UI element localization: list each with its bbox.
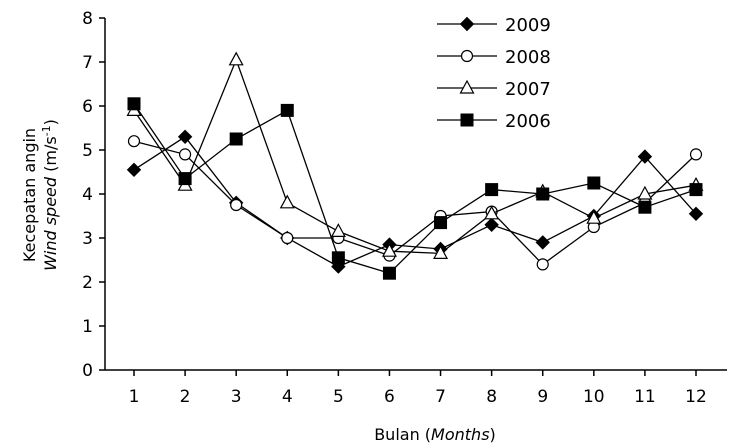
legend-marker-2007 [459,79,475,94]
legend-label-2009: 2009 [505,15,551,36]
point-2007-4 [279,194,295,209]
y-tick-label-0: 0 [82,361,93,381]
x-tick-label-4: 4 [282,387,293,407]
legend-label-2007: 2007 [505,79,551,100]
series-layer [126,51,704,280]
y-tick-label-4: 4 [82,185,93,205]
point-2009-8 [484,217,499,233]
point-2009-2 [177,129,193,145]
x-tick-label-8: 8 [486,387,497,407]
point-2007-6 [381,242,397,257]
legend-marker-2006 [460,113,474,127]
y-axis-title-line1: Kecepatan angin [20,128,39,262]
legend-item-2006: 2006 [437,111,551,132]
point-2009-11 [637,149,653,164]
legend-label-2006: 2006 [505,111,551,132]
x-tick-label-10: 10 [583,387,605,407]
x-axis-title: Bulan (Months) [374,425,496,444]
point-2006-12 [689,183,703,197]
point-2006-9 [536,187,550,201]
series-2007 [126,51,704,259]
point-2008-1 [127,135,141,148]
point-2006-1 [127,97,141,111]
y-tick-label-7: 7 [82,53,93,73]
y-tick-label-5: 5 [82,141,93,161]
legend-item-2008: 2008 [437,47,551,68]
x-tick-label-1: 1 [129,387,140,407]
y-axis-title-line2: Wind speed (m/s-1) [40,119,61,271]
point-2007-10 [586,209,602,224]
point-2006-7 [434,216,448,230]
y-tick-label-3: 3 [82,229,93,249]
point-2009-9 [535,235,550,250]
series-line-2008 [133,140,697,266]
point-2008-9 [536,258,549,271]
point-2006-10 [587,176,601,190]
legend-marker-2009 [459,16,475,32]
point-2007-3 [228,51,244,66]
y-tick-label-8: 8 [82,9,93,29]
point-2008-12 [689,148,703,161]
x-tick-label-2: 2 [180,387,191,407]
series-line-2009 [133,135,697,268]
x-tick-label-11: 11 [634,387,656,407]
point-2006-5 [331,251,345,265]
series-line-2007 [133,57,697,255]
point-2008-2 [178,148,192,161]
point-2009-1 [126,162,142,178]
point-2006-8 [485,183,499,197]
y-tick-label-2: 2 [82,273,93,293]
point-2006-2 [178,172,192,186]
point-2006-4 [280,103,294,117]
point-2007-7 [433,245,449,259]
y-tick-label-6: 6 [82,97,93,117]
legend: 2009 2008 2007 2006 [437,15,551,132]
series-line-2006 [133,103,697,274]
x-tick-label-9: 9 [537,387,548,407]
point-2006-6 [382,266,396,280]
series-2006 [127,97,703,280]
legend-label-2008: 2008 [505,47,551,68]
point-2006-11 [638,200,652,214]
y-tick-label-1: 1 [82,317,93,337]
point-2008-4 [281,231,294,245]
x-tick-label-12: 12 [685,387,707,407]
point-2008-3 [230,198,243,212]
point-2007-11 [637,185,653,200]
point-2007-5 [330,223,346,237]
x-tick-label-3: 3 [231,387,242,407]
point-2009-12 [688,206,704,222]
x-tick-label-7: 7 [435,387,446,407]
legend-item-2007: 2007 [437,79,551,100]
x-tick-label-5: 5 [333,387,344,407]
legend-marker-2008 [460,49,474,63]
point-2007-8 [484,205,500,220]
point-2006-3 [229,132,243,146]
legend-item-2009: 2009 [437,15,551,36]
x-tick-label-6: 6 [384,387,395,407]
